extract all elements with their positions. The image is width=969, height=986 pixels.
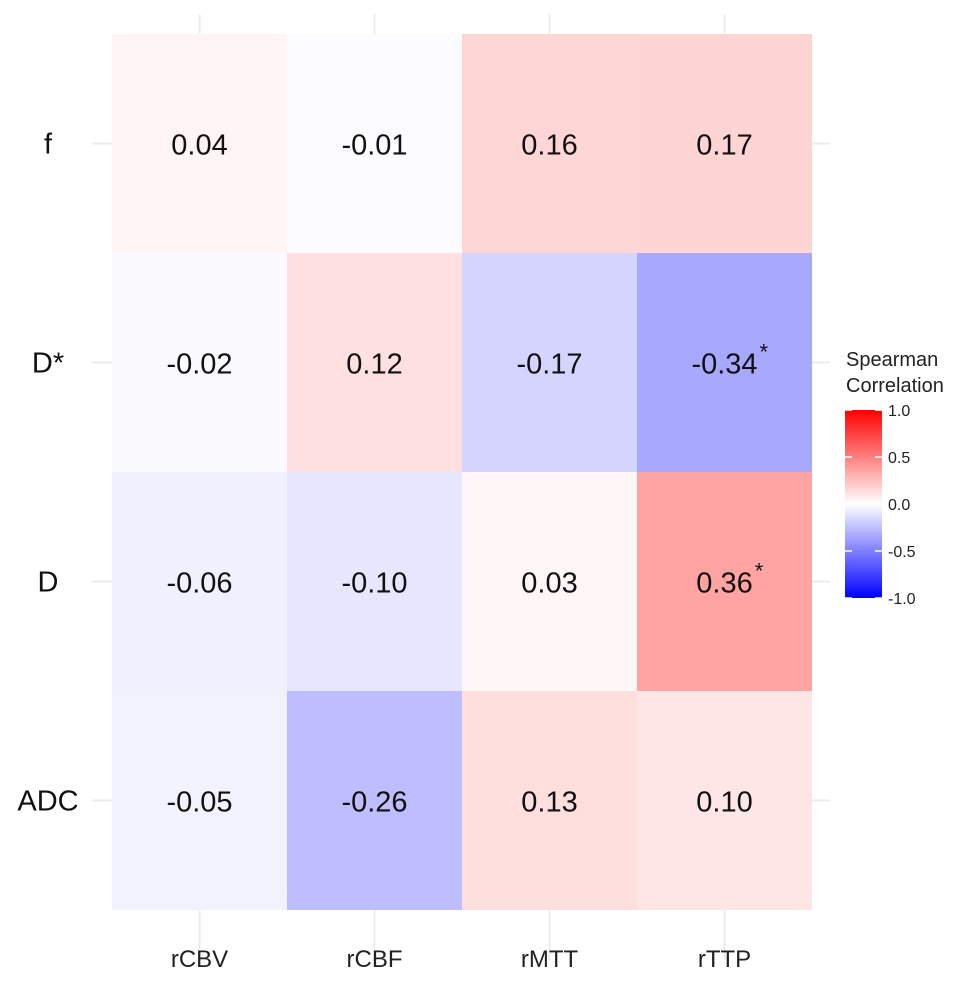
cell-value-label: 0.12 [346,349,402,381]
cell-value-label: -0.01 [341,130,407,162]
heatmap-cells: 0.04 -0.01 0.16 0.17-0.02 0.12 -0.17 -0.34 *-0.… [112,34,812,910]
legend-tick-label: -1.0 [888,591,916,608]
cell-value-label: 0.16 [521,130,577,162]
cell-value-label: 0.36 [696,568,752,600]
legend-title-line1: Spearman [846,349,938,371]
heatmap-cell [637,691,812,910]
cell-value-label: -0.02 [166,349,232,381]
column-label: rTTP [698,946,751,973]
column-label: rCBF [347,946,403,973]
heatmap-cell [287,472,462,691]
heatmap-cell [112,34,287,253]
cell-value-label: 0.10 [696,787,752,819]
heatmap-cell [112,253,287,472]
column-label: rMTT [521,946,579,973]
heatmap-cell [462,34,637,253]
column-labels: rCBV rCBF rMTT rTTP [171,946,751,973]
legend: Spearman Correlation 1.0 0.5 0.0 -0.5 -1.0 [845,349,944,608]
cell-value-label: 0.04 [171,130,227,162]
row-label: f [44,129,53,161]
row-label: D* [32,348,64,380]
row-label: D [38,567,59,599]
cell-value-label: -0.06 [166,568,232,600]
heatmap-cell [112,472,287,691]
legend-ticks: 1.0 0.5 0.0 -0.5 -1.0 [845,403,916,608]
column-label: rCBV [171,946,228,973]
significance-marker: * [760,340,769,365]
row-label: ADC [17,786,78,818]
legend-tick-label: 0.5 [888,450,910,467]
legend-title-line2: Correlation [846,375,944,397]
cell-value-label: 0.13 [521,787,577,819]
significance-marker: * [755,559,764,584]
heatmap-cell [637,472,812,691]
heatmap-cell [287,253,462,472]
cell-value-label: 0.03 [521,568,577,600]
heatmap-cell [287,34,462,253]
cell-value-label: 0.17 [696,130,752,162]
legend-tick-label: 0.0 [888,497,910,514]
legend-tick-label: 1.0 [888,403,910,420]
cell-value-label: -0.10 [341,568,407,600]
legend-tick-label: -0.5 [888,544,916,561]
heatmap-cell [462,691,637,910]
heatmap-cell [637,34,812,253]
cell-value-label: -0.05 [166,787,232,819]
cell-value-label: -0.34 [691,349,757,381]
heatmap-cell [637,253,812,472]
heatmap-cell [112,691,287,910]
heatmap-cell [462,253,637,472]
cell-value-label: -0.17 [516,349,582,381]
cell-value-label: -0.26 [341,787,407,819]
heatmap-cell [462,472,637,691]
row-labels: f D* D ADC [17,129,78,818]
heatmap-cell [287,691,462,910]
